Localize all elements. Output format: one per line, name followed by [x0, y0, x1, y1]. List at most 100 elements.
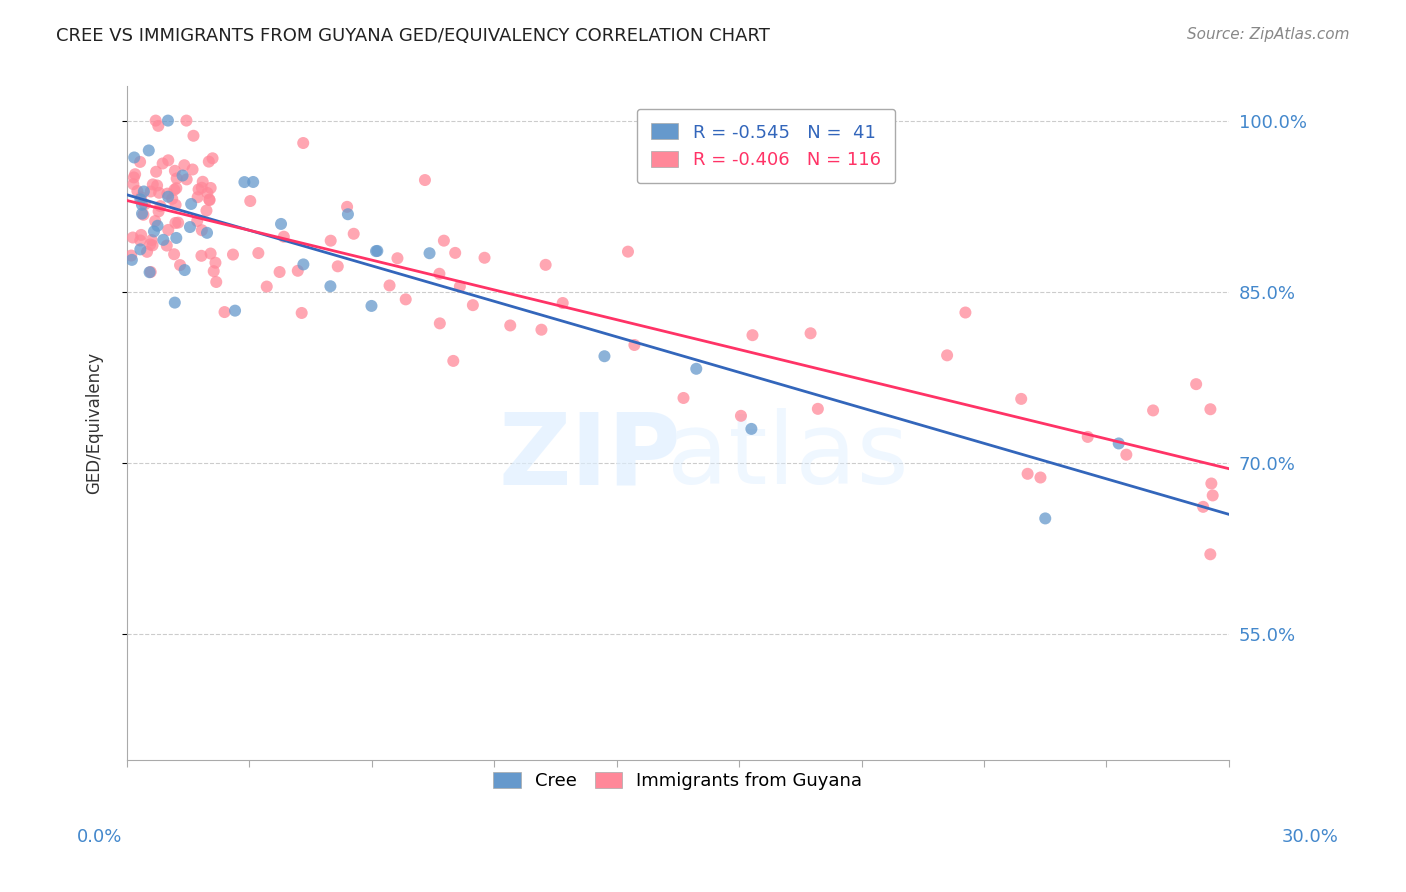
Point	[1077, 430, 1099, 444]
Point	[214, 305, 236, 319]
Point	[129, 243, 152, 257]
Point	[127, 184, 149, 198]
Point	[672, 391, 695, 405]
Point	[730, 409, 752, 423]
Point	[1010, 392, 1032, 406]
Point	[366, 244, 388, 258]
Point	[419, 246, 441, 260]
Point	[1201, 476, 1223, 491]
Point	[191, 175, 214, 189]
Point	[145, 113, 167, 128]
Point	[172, 169, 194, 183]
Point	[1199, 402, 1222, 417]
Point	[191, 180, 214, 194]
Point	[138, 265, 160, 279]
Point	[623, 338, 645, 352]
Point	[121, 252, 143, 267]
Point	[131, 197, 153, 211]
Point	[173, 263, 195, 277]
Point	[292, 136, 315, 150]
Point	[413, 173, 436, 187]
Point	[165, 181, 187, 195]
Point	[273, 229, 295, 244]
Point	[141, 233, 163, 247]
Point	[165, 198, 187, 212]
Point	[163, 163, 186, 178]
Text: 30.0%: 30.0%	[1282, 828, 1339, 846]
Point	[121, 230, 143, 244]
Point	[146, 219, 169, 233]
Text: CREE VS IMMIGRANTS FROM GUYANA GED/EQUIVALENCY CORRELATION CHART: CREE VS IMMIGRANTS FROM GUYANA GED/EQUIV…	[56, 27, 770, 45]
Point	[143, 214, 166, 228]
Point	[129, 190, 152, 204]
Point	[120, 249, 142, 263]
Point	[122, 170, 145, 185]
Point	[292, 257, 315, 271]
Point	[129, 192, 152, 206]
Point	[139, 265, 162, 279]
Point	[200, 246, 222, 260]
Point	[132, 185, 155, 199]
Point	[165, 216, 187, 230]
Text: 0.0%: 0.0%	[77, 828, 122, 846]
Point	[187, 182, 209, 196]
Text: ZIP: ZIP	[498, 409, 681, 505]
Point	[685, 361, 707, 376]
Point	[204, 256, 226, 270]
Point	[136, 244, 159, 259]
Point	[157, 190, 180, 204]
Point	[139, 185, 162, 199]
Text: Source: ZipAtlas.com: Source: ZipAtlas.com	[1187, 27, 1350, 42]
Point	[122, 177, 145, 191]
Point	[195, 203, 218, 218]
Point	[148, 119, 170, 133]
Point	[143, 224, 166, 238]
Point	[157, 223, 180, 237]
Point	[530, 323, 553, 337]
Point	[152, 156, 174, 170]
Point	[187, 190, 209, 204]
Point	[740, 422, 762, 436]
Point	[291, 306, 314, 320]
Point	[169, 258, 191, 272]
Point	[124, 167, 146, 181]
Point	[195, 226, 218, 240]
Point	[198, 154, 221, 169]
Point	[167, 216, 190, 230]
Point	[499, 318, 522, 333]
Point	[1029, 470, 1052, 484]
Point	[247, 246, 270, 260]
Point	[395, 293, 418, 307]
Point	[138, 144, 160, 158]
Point	[319, 234, 342, 248]
Point	[156, 113, 179, 128]
Point	[461, 298, 484, 312]
Point	[202, 264, 225, 278]
Point	[181, 162, 204, 177]
Point	[198, 193, 221, 207]
Point	[198, 193, 221, 207]
Point	[146, 178, 169, 193]
Point	[160, 192, 183, 206]
Point	[201, 151, 224, 165]
Point	[474, 251, 496, 265]
Point	[129, 234, 152, 248]
Point	[156, 186, 179, 201]
Point	[191, 223, 214, 237]
Point	[1199, 547, 1222, 561]
Point	[156, 238, 179, 252]
Point	[1017, 467, 1039, 481]
Point	[186, 214, 208, 228]
Y-axis label: GED/Equivalency: GED/Equivalency	[86, 352, 103, 494]
Point	[1115, 448, 1137, 462]
Point	[134, 197, 156, 211]
Point	[441, 354, 464, 368]
Text: atlas: atlas	[668, 409, 908, 505]
Point	[200, 181, 222, 195]
Point	[142, 238, 165, 252]
Point	[326, 260, 349, 274]
Point	[429, 317, 451, 331]
Point	[149, 199, 172, 213]
Point	[593, 349, 616, 363]
Point	[336, 200, 359, 214]
